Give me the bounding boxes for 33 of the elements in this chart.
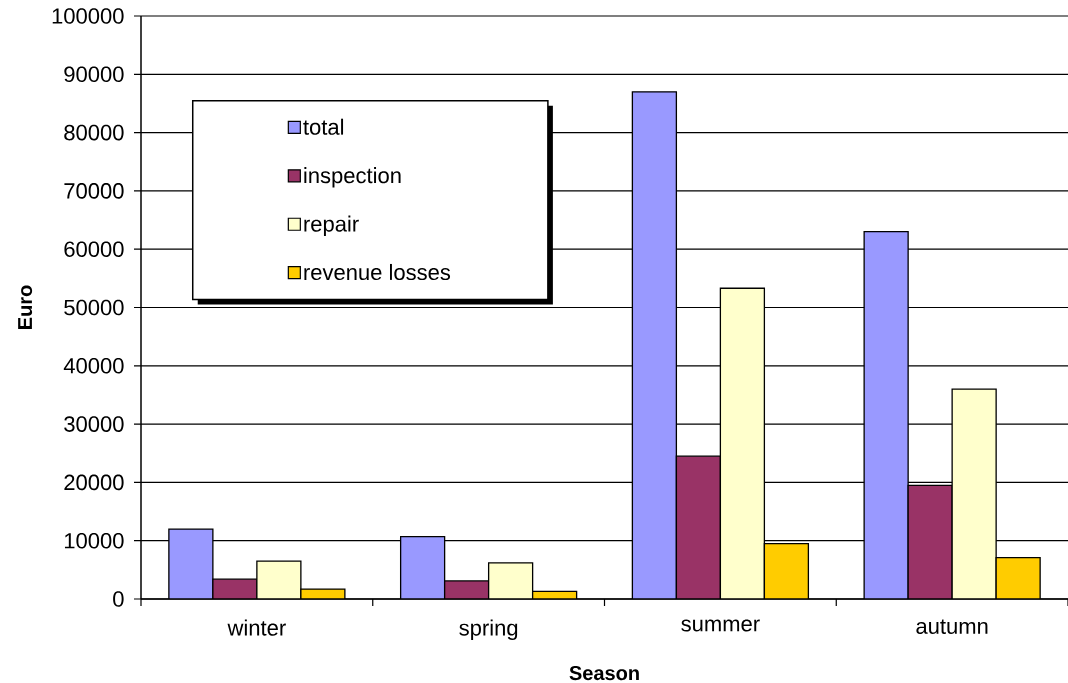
bar <box>951 388 997 599</box>
y-tick-label: 40000 <box>63 358 124 374</box>
y-tick-label: 80000 <box>64 124 124 141</box>
y-tick-label: 50000 <box>64 299 124 316</box>
y-tick-label: 10000 <box>64 532 124 549</box>
bar <box>764 543 809 599</box>
y-tick-label: 20000 <box>64 474 124 491</box>
bar <box>995 556 1041 599</box>
bar <box>488 562 533 599</box>
x-axis-title: Season <box>569 665 639 681</box>
bar <box>168 529 213 599</box>
x-tick-label: autumn <box>916 619 988 634</box>
y-tick-label: 100000 <box>52 8 124 24</box>
legend-label: revenue losses <box>304 263 451 281</box>
bar <box>632 91 677 599</box>
bar <box>863 231 909 599</box>
y-tick-label: 60000 <box>64 241 124 257</box>
legend-label: inspection <box>304 167 401 188</box>
x-tick-label: spring <box>459 619 518 641</box>
y-axis-title: Euro <box>18 285 33 329</box>
bar <box>400 536 445 599</box>
y-tick-label: 70000 <box>64 183 124 199</box>
y-tick-label: 30000 <box>64 416 124 432</box>
y-tick-label: 90000 <box>64 66 124 83</box>
y-tick-label: 0 <box>113 591 124 607</box>
x-tick-label: winter <box>227 619 286 636</box>
bar <box>907 484 953 599</box>
legend-label: repair <box>304 215 359 237</box>
bar <box>256 561 301 599</box>
bar <box>676 456 721 599</box>
x-tick-label: summer <box>681 619 760 632</box>
bar <box>720 288 765 599</box>
legend-label: total <box>303 118 344 135</box>
